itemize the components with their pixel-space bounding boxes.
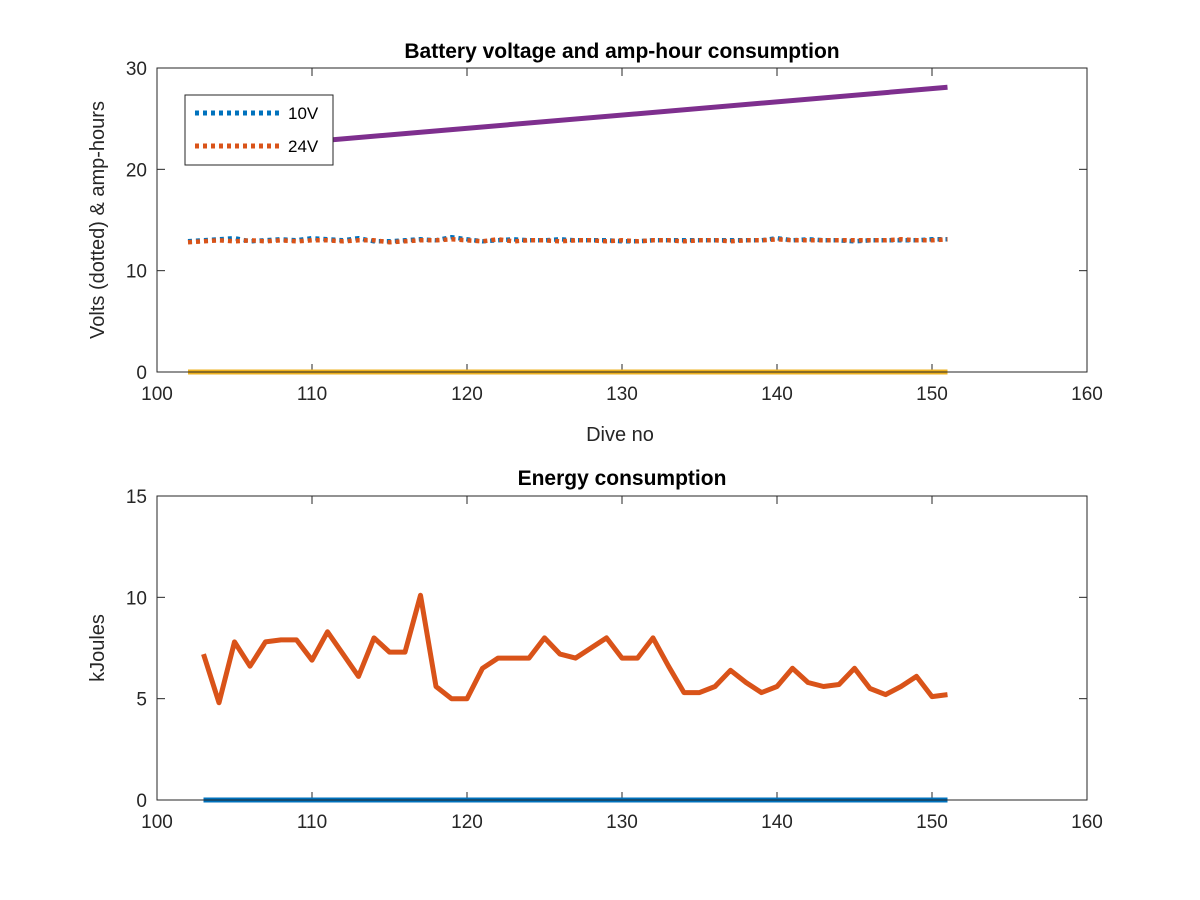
x-tick-label: 120 [451, 812, 483, 833]
legend-box [184, 94, 334, 166]
x-tick-label: 120 [451, 384, 483, 405]
legend-label-10v: 10V [288, 104, 319, 123]
x-tick-label: 100 [141, 384, 173, 405]
y-tick-label: 0 [136, 363, 147, 384]
x-tick-label: 140 [761, 812, 793, 833]
legend: 10V 24V [184, 94, 334, 166]
y-tick-label: 10 [126, 588, 147, 609]
y-tick-label: 30 [126, 59, 147, 80]
x-tick-label: 130 [606, 384, 638, 405]
x-tick-label: 110 [297, 384, 327, 405]
axes-box [156, 67, 1088, 373]
x-tick-label: 160 [1071, 384, 1103, 405]
series-line-24v [187, 237, 948, 245]
tick-labels: 100 110 120 130 140 150 160 0 10 20 30 [126, 59, 1103, 405]
series-line-1-1 [201, 592, 948, 706]
plot-area [157, 496, 1087, 800]
legend-label-24v: 24V [288, 137, 319, 156]
y-axis-label: kJoules [87, 614, 109, 682]
tick-labels: 100 110 120 130 140 150 160 0 5 10 15 [126, 487, 1103, 833]
y-axis-label: Volts (dotted) & amp-hours [87, 101, 109, 339]
y-tick-label: 5 [136, 690, 147, 711]
y-tick-label: 10 [126, 262, 147, 283]
x-axis-label: Dive no [586, 424, 654, 446]
y-tick-label: 0 [136, 791, 147, 812]
y-tick-label: 20 [126, 160, 147, 181]
x-tick-label: 150 [916, 384, 948, 405]
chart-title: Energy consumption [518, 467, 727, 490]
y-tick-label: 15 [126, 487, 147, 508]
energy-plot: 100 110 120 130 140 150 160 0 5 10 15 Energy consu… [87, 467, 1103, 833]
battery-plot: 100 110 120 130 140 150 160 0 10 20 30 Battery vol… [87, 40, 1103, 446]
x-tick-label: 100 [141, 812, 173, 833]
x-tick-label: 140 [761, 384, 793, 405]
x-tick-label: 150 [916, 812, 948, 833]
chart-title: Battery voltage and amp-hour consumption [404, 40, 839, 63]
axes-box [156, 495, 1088, 801]
x-tick-label: 160 [1071, 812, 1103, 833]
x-tick-label: 130 [606, 812, 638, 833]
x-tick-label: 110 [297, 812, 327, 833]
